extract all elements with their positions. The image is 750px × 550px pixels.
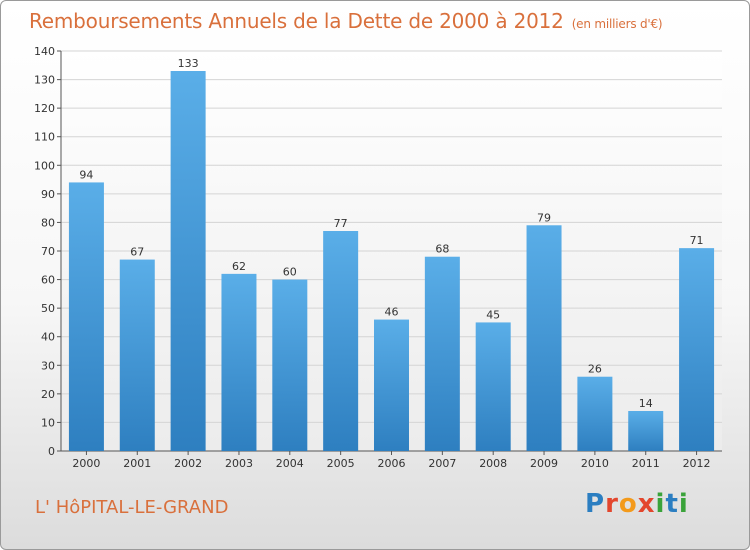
x-tick-label: 2009 [530, 457, 558, 470]
y-tick-label: 90 [41, 188, 55, 201]
data-label: 46 [385, 306, 399, 319]
x-tick-label: 2008 [479, 457, 507, 470]
x-tick-label: 2006 [378, 457, 406, 470]
bar [374, 319, 409, 451]
data-label: 62 [232, 260, 246, 273]
data-label: 77 [334, 217, 348, 230]
logo-letter: i [678, 489, 689, 519]
bar [475, 322, 511, 451]
bar [526, 225, 562, 451]
data-label: 68 [435, 243, 449, 256]
x-tick-label: 2002 [174, 457, 202, 470]
data-label: 94 [79, 168, 93, 181]
data-label: 133 [178, 57, 199, 70]
chart-title: Remboursements Annuels de la Dette de 20… [29, 9, 663, 33]
data-label: 45 [486, 308, 500, 321]
bar [170, 71, 206, 451]
bar [119, 259, 155, 451]
y-tick-label: 30 [41, 359, 55, 372]
y-tick-label: 20 [41, 388, 55, 401]
data-label: 26 [588, 363, 602, 376]
data-label: 71 [690, 234, 704, 247]
y-tick-label: 0 [48, 445, 55, 458]
y-tick-label: 100 [34, 159, 55, 172]
y-tick-label: 50 [41, 302, 55, 315]
logo-letter: P [585, 489, 606, 519]
logo-letter: i [655, 489, 666, 519]
x-tick-label: 2011 [632, 457, 660, 470]
x-tick-label: 2010 [581, 457, 609, 470]
x-tick-label: 2004 [276, 457, 304, 470]
bar [628, 411, 664, 451]
logo-letter: o [618, 489, 638, 519]
data-label: 79 [537, 211, 551, 224]
y-tick-label: 140 [34, 45, 55, 58]
y-tick-label: 40 [41, 331, 55, 344]
y-tick-label: 80 [41, 216, 55, 229]
commune-name: L' HôPITAL-LE-GRAND [35, 497, 229, 518]
x-tick-label: 2000 [72, 457, 100, 470]
x-tick-label: 2003 [225, 457, 253, 470]
bar [68, 182, 104, 451]
data-label: 14 [639, 397, 653, 410]
bar [577, 376, 613, 451]
x-tick-label: 2001 [123, 457, 151, 470]
proxiti-logo: Proxiti [585, 489, 689, 519]
y-tick-label: 70 [41, 245, 55, 258]
title-text: Remboursements Annuels de la Dette de 20… [29, 9, 564, 33]
bar [679, 248, 715, 451]
bar [272, 279, 308, 451]
y-tick-label: 120 [34, 102, 55, 115]
x-tick-label: 2005 [327, 457, 355, 470]
data-label: 60 [283, 266, 297, 279]
bar [424, 256, 460, 451]
x-tick-label: 2012 [683, 457, 711, 470]
title-unit: (en milliers d'€) [571, 17, 663, 31]
bar [323, 231, 359, 451]
y-tick-label: 130 [34, 74, 55, 87]
logo-letter: x [637, 489, 656, 519]
y-tick-label: 110 [34, 131, 55, 144]
data-label: 67 [130, 246, 144, 259]
y-tick-label: 10 [41, 416, 55, 429]
y-tick-label: 60 [41, 274, 55, 287]
x-tick-label: 2007 [428, 457, 456, 470]
bar [221, 273, 257, 451]
logo-letter: r [605, 489, 619, 519]
logo-letter: t [665, 489, 679, 519]
